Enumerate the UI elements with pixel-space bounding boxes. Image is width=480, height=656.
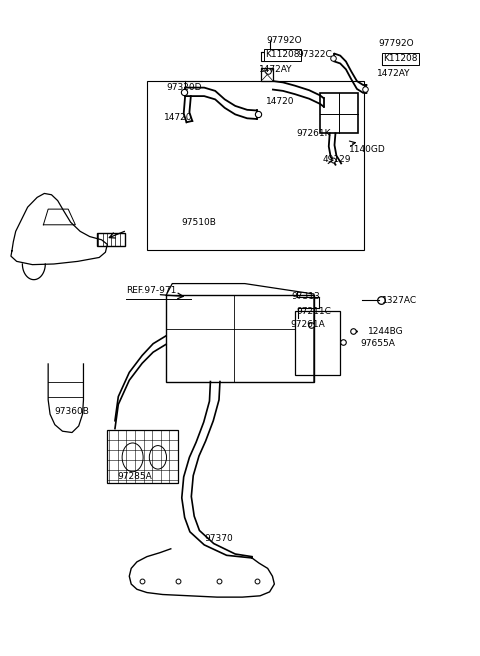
Text: 97320D: 97320D: [166, 83, 202, 92]
Text: 97792O: 97792O: [378, 39, 414, 49]
Text: 49129: 49129: [322, 155, 350, 164]
Bar: [147, 81, 364, 250]
Bar: [166, 295, 314, 382]
Text: REF.97-971: REF.97-971: [126, 285, 177, 295]
Text: 97261A: 97261A: [290, 319, 325, 329]
Text: 14720: 14720: [266, 97, 295, 106]
Text: 97313: 97313: [291, 292, 320, 301]
Text: 97655A: 97655A: [360, 339, 395, 348]
Text: 97285A: 97285A: [117, 472, 152, 482]
Bar: [261, 52, 288, 62]
Text: 1327AC: 1327AC: [382, 296, 417, 305]
Text: 97211C: 97211C: [296, 306, 331, 316]
Text: K11208: K11208: [383, 54, 418, 64]
Text: 97370: 97370: [204, 534, 233, 543]
Text: 1472AY: 1472AY: [259, 65, 293, 74]
Bar: [295, 311, 340, 375]
Text: K11208: K11208: [265, 51, 300, 60]
Text: 1472AY: 1472AY: [377, 69, 411, 78]
Bar: [262, 68, 273, 81]
Text: 1140GD: 1140GD: [349, 145, 385, 154]
Bar: [320, 93, 359, 133]
Text: 97792O: 97792O: [266, 36, 302, 45]
Bar: [382, 55, 409, 65]
Bar: [97, 233, 124, 246]
Text: 97261K: 97261K: [296, 129, 331, 138]
Text: 97322C: 97322C: [297, 51, 332, 60]
Text: 97360B: 97360B: [55, 407, 90, 416]
Text: 1244BG: 1244BG: [368, 327, 404, 336]
Text: 14720: 14720: [164, 113, 192, 122]
Text: 97510B: 97510B: [182, 218, 216, 227]
Bar: [108, 430, 178, 483]
